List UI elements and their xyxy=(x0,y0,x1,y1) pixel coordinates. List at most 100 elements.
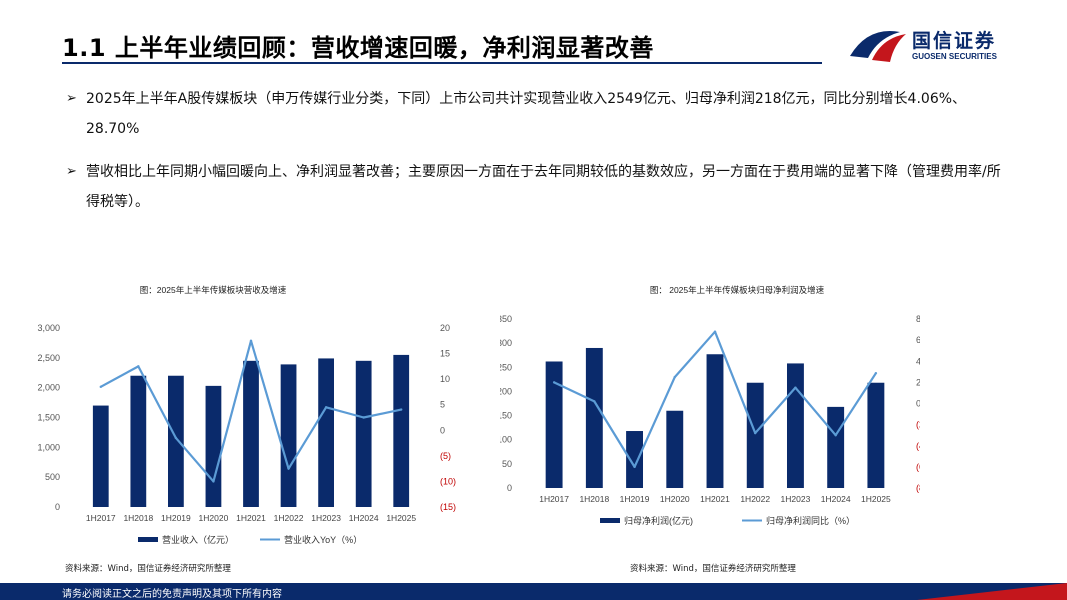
bar xyxy=(666,410,684,488)
line-point xyxy=(212,480,215,483)
line-point xyxy=(754,431,757,435)
x-tick-label: 1H2024 xyxy=(821,494,851,504)
y-tick-label-left: 0 xyxy=(507,483,512,493)
x-tick-label: 1H2024 xyxy=(349,513,379,523)
legend-label: 归母净利润(亿元) xyxy=(624,515,693,526)
line-point xyxy=(362,416,365,419)
line-point xyxy=(400,408,403,411)
line-point xyxy=(137,365,140,368)
y-tick-label-right: (15) xyxy=(440,502,456,512)
line-point xyxy=(249,339,253,342)
y-tick-label-left: 1,000 xyxy=(37,442,60,452)
y-tick-label-right: 60 xyxy=(916,335,920,345)
legend-label: 归母净利润同比（%） xyxy=(766,515,855,526)
x-tick-label: 1H2022 xyxy=(274,513,304,523)
arrow-bullet-icon: ➢ xyxy=(66,91,77,106)
x-tick-label: 1H2019 xyxy=(161,513,191,523)
y-tick-label-left: 250 xyxy=(500,362,512,372)
bar xyxy=(746,382,764,488)
line-point xyxy=(593,400,596,403)
chart-title: 图： 2025年上半年传媒板块归母净利润及增速 xyxy=(650,285,825,295)
y-tick-label-right: (60) xyxy=(916,462,920,472)
bar xyxy=(585,347,603,488)
bar xyxy=(706,354,724,488)
line-point xyxy=(552,381,556,384)
y-tick-label-left: 350 xyxy=(500,314,512,324)
y-tick-label-right: 5 xyxy=(440,400,445,410)
y-tick-label-left: 100 xyxy=(500,435,512,445)
chart-title: 图：2025年上半年传媒板块营收及增速 xyxy=(140,285,287,295)
bar xyxy=(827,406,845,488)
y-tick-label-right: 0 xyxy=(440,425,445,435)
line-point xyxy=(99,385,102,389)
x-tick-label: 1H2018 xyxy=(579,494,609,504)
x-tick-label: 1H2021 xyxy=(700,494,730,504)
line-point xyxy=(874,371,878,375)
y-tick-label-left: 50 xyxy=(502,459,512,469)
x-tick-label: 1H2017 xyxy=(539,494,569,504)
legend-label: 营业收入（亿元） xyxy=(162,534,234,545)
y-tick-label-left: 2,500 xyxy=(37,353,60,363)
y-tick-label-left: 3,000 xyxy=(37,323,60,333)
bullet-point: ➢ 营收相比上年同期小幅回暖向上、净利润显著改善；主要原因一方面在于去年同期较低… xyxy=(66,157,1011,217)
logo-name-en: GUOSEN SECURITIES xyxy=(912,52,997,61)
y-tick-label-left: 150 xyxy=(500,411,512,421)
bar xyxy=(168,375,184,507)
bullet-point: ➢ 2025年上半年A股传媒板块（申万传媒行业分类，下同）上市公司共计实现营业收… xyxy=(66,84,1011,144)
bar xyxy=(280,364,297,507)
y-tick-label-left: 0 xyxy=(55,502,60,512)
x-tick-label: 1H2020 xyxy=(199,513,229,523)
logo-mark-icon xyxy=(850,31,906,62)
bullet-text: 营收相比上年同期小幅回暖向上、净利润显著改善；主要原因一方面在于去年同期较低的基… xyxy=(86,164,1001,210)
disclaimer-text: 请务必阅读正文之后的免责声明及其项下所有内容 xyxy=(62,589,282,600)
logo-name-cn: 国信证券 xyxy=(912,30,997,52)
bar xyxy=(626,431,644,488)
y-tick-label-left: 500 xyxy=(45,472,60,482)
y-tick-label-right: 20 xyxy=(916,377,920,387)
line-point xyxy=(174,436,178,440)
line-point xyxy=(794,386,797,389)
line-point xyxy=(324,406,328,409)
y-tick-label-left: 300 xyxy=(500,338,512,348)
x-tick-label: 1H2025 xyxy=(386,513,416,523)
x-tick-label: 1H2023 xyxy=(781,494,811,504)
net-profit-chart: 图： 2025年上半年传媒板块归母净利润及增速05010015020025030… xyxy=(500,285,920,526)
x-tick-label: 1H2022 xyxy=(740,494,770,504)
y-tick-label-right: 20 xyxy=(440,323,450,333)
x-tick-label: 1H2019 xyxy=(620,494,650,504)
x-tick-label: 1H2017 xyxy=(86,513,116,523)
footer-accent xyxy=(917,583,1067,600)
y-tick-label-right: 40 xyxy=(916,356,920,366)
y-tick-label-right: 10 xyxy=(440,374,450,384)
chart-source-note: 资料来源：Wind，国信证券经济研究所整理 xyxy=(630,564,796,574)
y-tick-label-left: 200 xyxy=(500,386,512,396)
y-tick-label-right: 15 xyxy=(440,349,450,359)
bar xyxy=(243,360,259,507)
title-underline xyxy=(62,62,822,64)
line-point xyxy=(633,465,636,469)
line-point xyxy=(287,467,290,470)
x-tick-label: 1H2021 xyxy=(236,513,266,523)
line-point xyxy=(713,330,717,333)
x-tick-label: 1H2025 xyxy=(861,494,891,504)
bullet-text: 2025年上半年A股传媒板块（申万传媒行业分类，下同）上市公司共计实现营业收入2… xyxy=(86,91,967,137)
y-tick-label-right: (10) xyxy=(440,476,456,486)
company-logo: 国信证券 GUOSEN SECURITIES xyxy=(848,24,1018,66)
legend-swatch-bar xyxy=(138,537,158,542)
revenue-chart: 图：2025年上半年传媒板块营收及增速 0 500 1,000 1,500 2,000 2,… xyxy=(37,285,456,545)
legend-label: 营业收入YoY（%） xyxy=(284,534,362,545)
bar xyxy=(393,354,410,507)
y-tick-label-right: (40) xyxy=(916,441,920,451)
y-tick-label-right: (20) xyxy=(916,420,920,430)
bar xyxy=(786,363,804,488)
x-tick-label: 1H2023 xyxy=(311,513,341,523)
legend-swatch-bar xyxy=(600,518,620,523)
y-tick-label-right: 0 xyxy=(916,399,920,409)
arrow-bullet-icon: ➢ xyxy=(66,164,77,179)
y-tick-label-right: 80 xyxy=(916,314,920,324)
line-point xyxy=(834,433,837,437)
bar xyxy=(867,382,885,488)
chart-source-note: 资料来源：Wind，国信证券经济研究所整理 xyxy=(65,564,231,574)
bar xyxy=(130,375,147,507)
y-tick-label-left: 1,500 xyxy=(37,413,60,423)
